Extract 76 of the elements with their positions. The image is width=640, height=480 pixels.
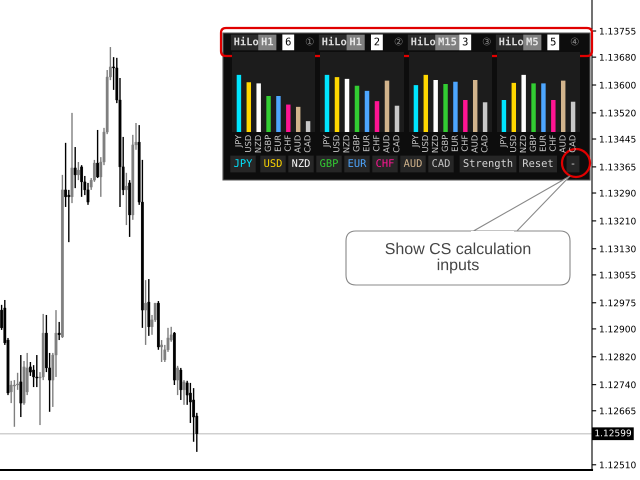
y-tick-label: 1.12510 — [600, 462, 636, 468]
y-tick-label: 1.12975 — [600, 299, 636, 306]
x-tick-label: NZD — [432, 135, 438, 152]
x-tick-label: JPY — [412, 134, 420, 148]
annotation: HiLo — [322, 36, 346, 46]
x-tick-label: EUR — [274, 135, 281, 152]
y-tick-label: 1.12820 — [600, 354, 636, 360]
y-tick-label: 1.13130 — [600, 245, 636, 252]
annotation: HiLo — [499, 36, 524, 46]
annotation: JPY — [234, 159, 252, 168]
y-tick-label: 1.13210 — [600, 218, 636, 224]
y-tick-label: 1.13680 — [600, 54, 636, 61]
y-tick-label: 1.12740 — [600, 381, 636, 388]
annotation: USD — [264, 159, 282, 168]
annotation: AUD — [404, 159, 422, 168]
x-tick-label: EUR — [363, 135, 370, 152]
x-tick-label: AUD — [294, 135, 301, 153]
y-tick-label: 1.12900 — [600, 326, 636, 332]
x-tick-label: NZD — [343, 135, 350, 152]
x-tick-label: GBP — [530, 135, 536, 152]
y-tick-label: 1.13520 — [600, 110, 636, 116]
annotation: Reset — [523, 159, 553, 168]
annotation: 3 — [462, 38, 468, 46]
x-tick-label: AUD — [471, 135, 478, 153]
x-tick-label: JPY — [323, 134, 331, 148]
x-tick-label: EUR — [540, 135, 546, 152]
x-tick-label: USD — [244, 135, 252, 152]
annotation: NZD — [292, 159, 310, 167]
annotation: Show CS calculation inputs — [385, 242, 530, 274]
y-tick-label: 1.12665 — [600, 408, 636, 414]
x-tick-label: CHF — [461, 135, 468, 152]
y-tick-label: 1.13290 — [600, 190, 636, 197]
x-tick-label: USD — [510, 135, 516, 152]
annotation: HiLo — [234, 36, 258, 46]
annotation: HiLo — [411, 36, 436, 46]
annotation: Strength — [464, 158, 512, 170]
annotation: 2 — [374, 38, 380, 46]
annotation: ② — [394, 38, 402, 46]
annotation: M5 — [526, 38, 538, 46]
x-tick-label: CAD — [393, 135, 400, 152]
x-tick-label: JPY — [235, 134, 243, 148]
y-tick-label: 1.13600 — [600, 82, 636, 89]
x-tick-label: CHF — [373, 135, 380, 152]
annotation: H1 — [262, 38, 274, 46]
x-tick-label: JPY — [500, 134, 508, 148]
x-tick-label: GBP — [353, 135, 360, 152]
annotation: M15 — [438, 38, 456, 46]
x-tick-label: GBP — [264, 135, 271, 152]
x-tick-label: CAD — [481, 135, 488, 152]
x-tick-label: CAD — [304, 135, 310, 152]
annotation: ③ — [482, 38, 491, 46]
x-tick-label: NZD — [254, 135, 261, 152]
x-tick-label: CAD — [569, 135, 576, 152]
x-tick-label: CHF — [284, 135, 291, 152]
ref-line-label: 1.12599 — [595, 430, 632, 436]
annotation: 5 — [550, 38, 556, 46]
annotation: GBP — [320, 159, 338, 168]
x-tick-label: AUD — [559, 135, 566, 153]
x-tick-label: USD — [422, 135, 428, 152]
annotation: EUR — [348, 159, 366, 168]
y-tick-label: 1.13055 — [600, 272, 636, 278]
x-tick-label: EUR — [452, 135, 458, 152]
annotation: ④ — [570, 38, 579, 46]
x-tick-label: GBP — [442, 135, 448, 152]
annotation: CAD — [432, 159, 450, 168]
y-tick-label: 1.13445 — [600, 136, 636, 143]
x-tick-label: AUD — [383, 135, 390, 153]
annotation: CHF — [376, 159, 394, 168]
annotation: ① — [306, 38, 314, 46]
y-tick-label: 1.13755 — [600, 28, 636, 35]
annotation: 6 — [286, 38, 291, 46]
annotation: H1 — [350, 38, 362, 46]
x-tick-label: NZD — [520, 135, 526, 152]
x-tick-label: CHF — [549, 135, 556, 152]
y-tick-label: 1.13365 — [600, 164, 636, 170]
x-tick-label: USD — [333, 135, 340, 152]
